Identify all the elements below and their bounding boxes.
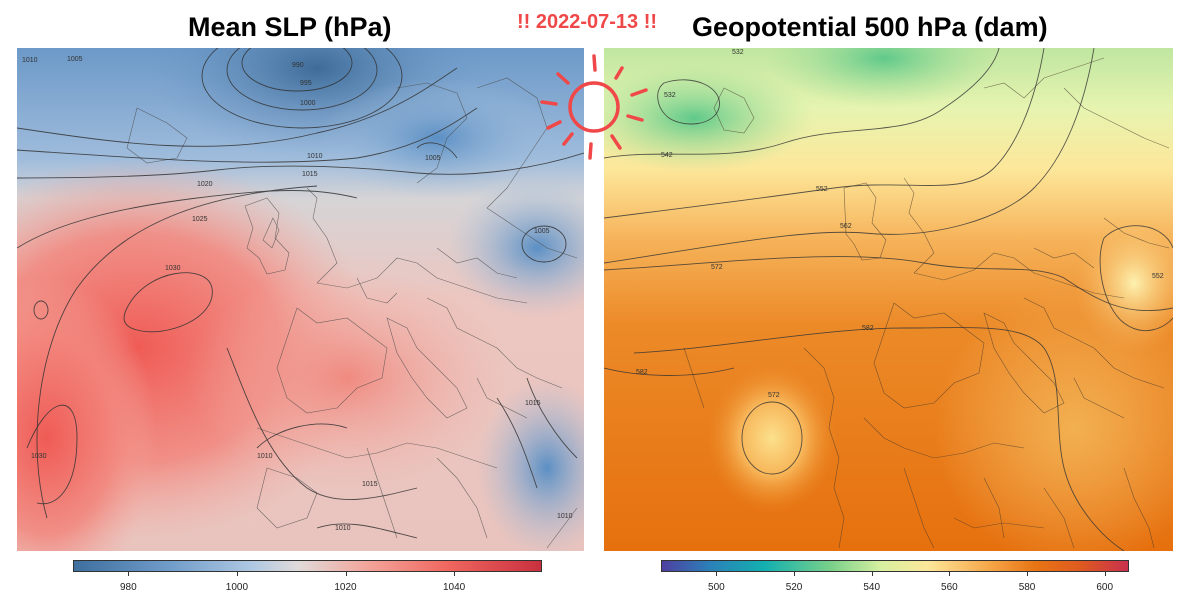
z500-contour-label: 542 — [661, 152, 673, 159]
colorbar-tickmark — [794, 572, 796, 576]
slp-contour-label: 1010 — [257, 453, 273, 460]
colorbar-tickmark — [949, 572, 951, 576]
z500-colorbar — [661, 560, 1129, 572]
z500-map: 532 532 542 552 562 572 582 582 572 552 — [604, 48, 1173, 551]
slp-contour-label: 1025 — [192, 216, 208, 223]
z500-contour-label: 572 — [768, 392, 780, 399]
z500-contour-label: 552 — [816, 186, 828, 193]
slp-contour-label: 1005 — [425, 155, 441, 162]
slp-map-canvas: 1010 1005 990 995 1000 1010 1015 1020 10… — [17, 48, 584, 551]
date-label: !! 2022-07-13 !! — [517, 11, 658, 33]
colorbar-tick-label: 580 — [1018, 582, 1036, 593]
colorbar-tickmark — [716, 572, 718, 576]
sun-doodle-icon — [540, 54, 648, 160]
z500-contour-label: 562 — [840, 223, 852, 230]
colorbar-tick-label: 520 — [785, 582, 803, 593]
colorbar-tick-label: 1000 — [225, 582, 249, 593]
colorbar-tickmark — [871, 572, 873, 576]
z500-contour-label: 532 — [664, 92, 676, 99]
slp-contour-label: 1020 — [197, 181, 213, 188]
colorbar-tickmark — [1104, 572, 1106, 576]
colorbar-tick-label: 600 — [1096, 582, 1114, 593]
colorbar-tickmark — [236, 572, 238, 576]
slp-contour-label: 1005 — [534, 228, 550, 235]
colorbar-tick-label: 540 — [863, 582, 881, 593]
z500-contour-label: 552 — [1152, 273, 1164, 280]
slp-contour-label: 1000 — [300, 100, 316, 107]
colorbar-tick-label: 560 — [941, 582, 958, 593]
slp-panel-title: Mean SLP (hPa) — [188, 12, 392, 42]
slp-contour-label: 995 — [300, 80, 312, 87]
slp-contour-label: 1015 — [362, 481, 378, 488]
slp-contour-label: 1005 — [67, 56, 83, 63]
colorbar-tickmark — [454, 572, 456, 576]
z500-map-canvas: 532 532 542 552 562 572 582 582 572 552 — [604, 48, 1173, 551]
slp-contour-label: 1015 — [302, 171, 318, 178]
z500-contour-label: 582 — [862, 325, 874, 332]
colorbar-tick-label: 500 — [708, 582, 725, 593]
z500-contour-label: 582 — [636, 369, 648, 376]
slp-contour-label: 1030 — [31, 453, 47, 460]
slp-contour-label: 1010 — [557, 513, 573, 520]
slp-contour-label: 1015 — [525, 400, 541, 407]
slp-contour-label: 1010 — [22, 57, 38, 64]
slp-map: 1010 1005 990 995 1000 1010 1015 1020 10… — [17, 48, 584, 551]
colorbar-tick-label: 980 — [119, 582, 137, 593]
colorbar-tickmark — [345, 572, 347, 576]
colorbar-tickmark — [128, 572, 130, 576]
slp-colorbar — [73, 560, 542, 572]
colorbar-tickmark — [1027, 572, 1029, 576]
z500-contour-label: 532 — [732, 49, 744, 56]
slp-contour-label: 1030 — [165, 265, 181, 272]
slp-contour-label: 1010 — [307, 153, 323, 160]
slp-contour-label: 1010 — [335, 525, 351, 532]
slp-contour-label: 990 — [292, 62, 304, 69]
z500-contour-label: 572 — [711, 264, 723, 271]
colorbar-tick-label: 1020 — [334, 582, 357, 593]
colorbar-tick-label: 1040 — [442, 582, 466, 593]
z500-panel-title: Geopotential 500 hPa (dam) — [692, 12, 1048, 42]
